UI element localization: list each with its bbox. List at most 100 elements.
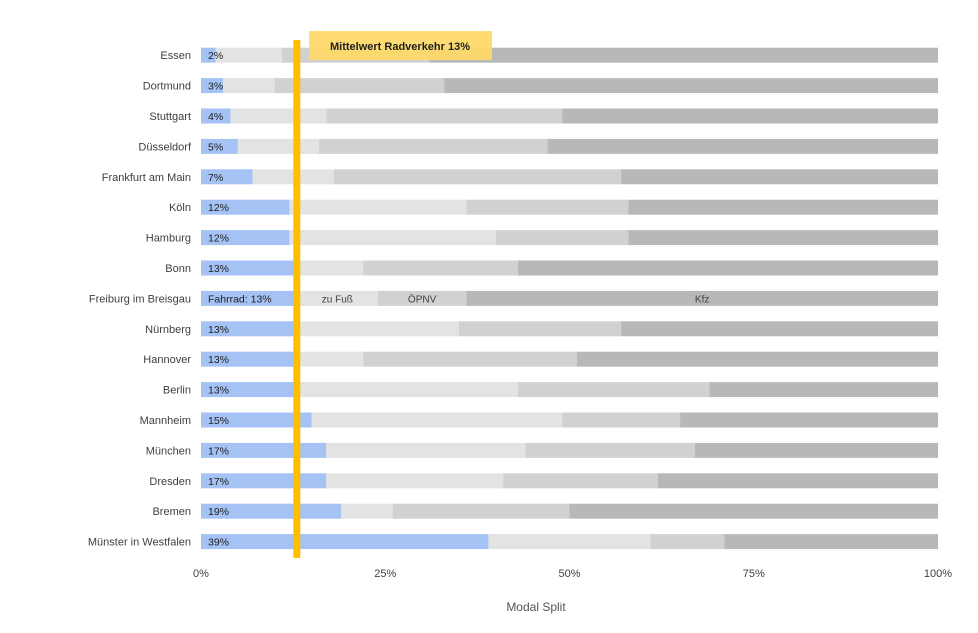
category-label: München — [146, 445, 191, 457]
bar-segment-kfz — [429, 47, 938, 63]
bar-segment-zu-fu- — [296, 351, 364, 367]
bar-segment-kfz — [680, 412, 938, 428]
bar-segment-zu-fu- — [488, 534, 651, 550]
bar-segment-fahrrad — [201, 412, 312, 428]
bar-segment--pnv — [392, 503, 570, 519]
bar-value-label: 12% — [208, 202, 229, 214]
bar-segment-fahrrad — [201, 47, 216, 63]
bar-segment-fahrrad — [201, 503, 342, 519]
bar-value-label: 12% — [208, 233, 229, 245]
bar-value-label: 13% — [208, 324, 229, 336]
bar-value-label: 2% — [208, 50, 223, 62]
bar-segment-zu-fu- — [296, 290, 378, 306]
bar-value-label: 39% — [208, 537, 229, 549]
bar-segment-zu-fu- — [215, 47, 283, 63]
category-label: Hannover — [143, 354, 191, 366]
bar-segment-fahrrad — [201, 290, 297, 306]
bar-segment-fahrrad — [201, 108, 231, 124]
bar-segment-fahrrad — [201, 169, 253, 185]
bar-segment-kfz — [621, 169, 938, 185]
bar-segment-fahrrad — [201, 534, 489, 550]
bar-segment-zu-fu- — [230, 108, 327, 124]
bar-segment-fahrrad — [201, 138, 238, 154]
bar-segment-fahrrad — [201, 230, 290, 246]
bar-segment-fahrrad — [201, 382, 297, 398]
category-label: Hamburg — [146, 233, 191, 245]
x-tick-label: 25% — [374, 568, 396, 580]
bar-segment-zu-fu- — [326, 442, 526, 458]
bars-layer — [201, 47, 938, 550]
bar-segment-kfz — [724, 534, 938, 550]
bar-segment--pnv — [525, 442, 695, 458]
bar-value-label: 19% — [208, 506, 229, 518]
bar-segment--pnv — [318, 138, 548, 154]
x-tick-label: 75% — [743, 568, 765, 580]
bar-segment--pnv — [650, 534, 725, 550]
category-label: Freiburg im Breisgau — [89, 293, 191, 305]
bar-value-labels: 2% 3% 4% 5% 7% 12% 12% 13% zu Fuß ÖPNV Kfz Fahrrad:… — [208, 50, 709, 548]
bar-segment--pnv — [274, 78, 445, 94]
bar-segment-fahrrad — [201, 260, 297, 276]
bar-segment-zu-fu- — [289, 230, 496, 246]
bar-segment-zu-fu- — [326, 473, 504, 489]
bar-segment-fahrrad — [201, 351, 297, 367]
category-label: Nürnberg — [145, 324, 191, 336]
x-tick-label: 50% — [558, 568, 580, 580]
bar-segment-kfz — [562, 108, 938, 124]
category-label: Bonn — [165, 263, 191, 275]
bar-segment-kfz — [569, 503, 938, 519]
bar-segment--pnv — [562, 412, 681, 428]
series-name-label: Kfz — [695, 294, 709, 305]
bar-segment-kfz — [547, 138, 938, 154]
bar-segment-kfz — [517, 260, 938, 276]
bar-segment-kfz — [657, 473, 938, 489]
bar-segment-kfz — [466, 290, 938, 306]
bar-segment-zu-fu- — [223, 78, 275, 94]
bar-segment-zu-fu- — [289, 199, 467, 215]
bar-value-label: 17% — [208, 445, 229, 457]
category-label: Essen — [160, 50, 191, 62]
category-label: Dresden — [149, 476, 191, 488]
x-tick-label: 100% — [924, 568, 952, 580]
category-label: Bremen — [152, 506, 191, 518]
bar-segment-kfz — [444, 78, 938, 94]
bar-value-label: 13% — [208, 263, 229, 275]
bar-segment--pnv — [333, 169, 622, 185]
reference-line-group: Mittelwert Radverkehr 13% — [293, 31, 492, 558]
bar-segment--pnv — [363, 351, 577, 367]
bar-segment-kfz — [628, 199, 938, 215]
bar-segment--pnv — [363, 260, 518, 276]
bar-segment-kfz — [709, 382, 938, 398]
x-tick-labels: 0% 25% 50% 75% 100% — [193, 568, 952, 580]
bar-segment-kfz — [694, 442, 938, 458]
bar-segment-zu-fu- — [311, 412, 563, 428]
category-label: Frankfurt am Main — [102, 172, 191, 184]
category-label: Münster in Westfalen — [88, 537, 191, 549]
category-label: Berlin — [163, 385, 191, 397]
bar-segment-zu-fu- — [296, 382, 518, 398]
bar-segment--pnv — [466, 199, 629, 215]
bar-segment-zu-fu- — [237, 138, 319, 154]
bar-segment--pnv — [495, 230, 629, 246]
bar-segment-zu-fu- — [296, 260, 364, 276]
x-axis-label: Modal Split — [506, 600, 566, 614]
series-name-label: ÖPNV — [408, 293, 437, 305]
series-name-label: zu Fuß — [322, 294, 353, 305]
bar-segment--pnv — [458, 321, 622, 337]
bar-value-label: 13% — [208, 354, 229, 366]
bar-value-label: 7% — [208, 172, 223, 184]
bar-segment--pnv — [326, 108, 563, 124]
bar-segment--pnv — [517, 382, 710, 398]
bar-value-label: 17% — [208, 476, 229, 488]
bar-segment-zu-fu- — [252, 169, 334, 185]
category-label: Köln — [169, 202, 191, 214]
reference-label: Mittelwert Radverkehr 13% — [330, 41, 470, 53]
bar-value-label: 15% — [208, 415, 229, 427]
bar-segment-fahrrad — [201, 321, 297, 337]
bar-segment-fahrrad — [201, 78, 224, 94]
bar-value-label: 5% — [208, 141, 223, 153]
bar-value-label: 3% — [208, 81, 223, 93]
bar-segment-kfz — [576, 351, 938, 367]
bar-segment-fahrrad — [201, 199, 290, 215]
